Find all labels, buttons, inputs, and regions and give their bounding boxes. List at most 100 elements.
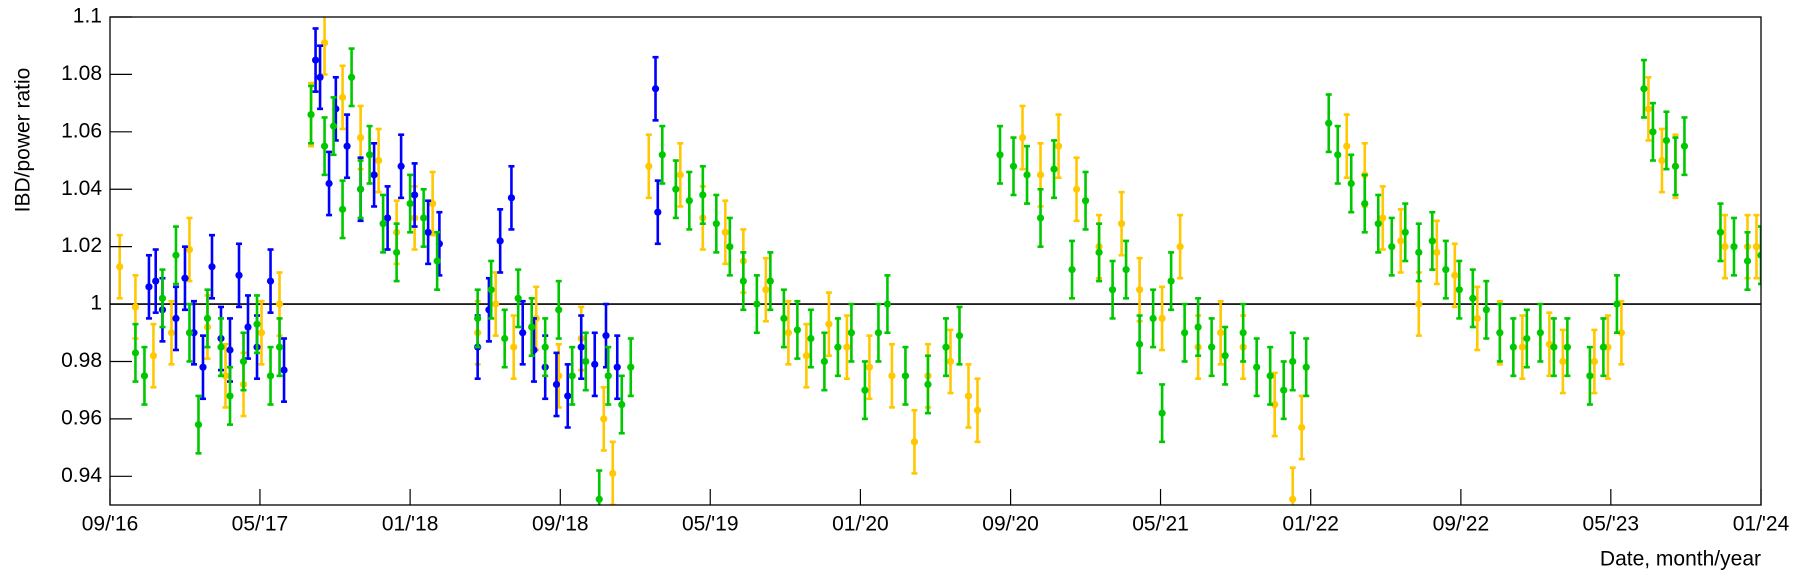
data-point <box>1108 286 1117 294</box>
x-tick-label: 01/'24 <box>1733 513 1790 536</box>
data-point <box>1068 266 1076 274</box>
data-point <box>739 277 747 285</box>
data-point <box>910 438 919 446</box>
data-point <box>217 343 225 351</box>
data-point <box>1721 243 1729 251</box>
data-point <box>1613 300 1621 308</box>
data-point <box>793 326 801 334</box>
data-point <box>1563 343 1571 351</box>
data-point <box>338 93 347 101</box>
data-point <box>1072 185 1081 193</box>
data-point <box>1135 286 1144 294</box>
data-point <box>901 372 910 380</box>
data-point <box>370 171 378 179</box>
data-point <box>116 263 124 271</box>
data-point <box>1617 329 1626 337</box>
data-point <box>1158 314 1166 323</box>
data-point <box>406 199 414 208</box>
data-point <box>1280 386 1288 394</box>
data-point <box>172 314 180 323</box>
data-point <box>356 185 365 193</box>
data-point <box>1009 162 1018 170</box>
data-point <box>1743 257 1752 265</box>
data-point <box>1054 142 1063 150</box>
data-point <box>712 220 720 228</box>
data-point <box>1135 340 1144 348</box>
data-point <box>1194 323 1202 331</box>
data-point <box>784 329 792 337</box>
data-point <box>1221 352 1229 360</box>
data-point <box>397 162 405 170</box>
data-point <box>1361 199 1369 208</box>
data-point <box>1451 271 1459 279</box>
y-axis-label: IBD/power ratio <box>12 68 35 213</box>
x-tick-label: 01/'22 <box>1282 513 1339 536</box>
data-point <box>1374 220 1382 228</box>
data-point <box>1658 156 1666 165</box>
data-point <box>595 495 603 503</box>
data-point <box>1559 357 1567 366</box>
x-tick-label: 09/'18 <box>532 513 589 536</box>
data-point <box>1442 266 1450 274</box>
data-point <box>834 343 842 351</box>
data-point <box>672 185 680 193</box>
data-point <box>1302 363 1310 371</box>
data-point <box>519 329 527 337</box>
data-point <box>316 73 324 81</box>
data-point <box>1122 266 1130 274</box>
data-point <box>1253 363 1261 371</box>
data-point <box>861 386 869 394</box>
data-point <box>658 151 666 159</box>
data-point <box>1158 409 1166 417</box>
data-point <box>1117 220 1126 228</box>
data-point <box>1266 372 1274 380</box>
y-tick-label: 1.1 <box>73 5 102 28</box>
data-point <box>973 406 982 414</box>
data-point <box>149 352 158 360</box>
data-point <box>1181 329 1189 337</box>
data-point <box>618 400 626 409</box>
data-point <box>721 228 729 236</box>
data-point <box>338 205 347 213</box>
data-point <box>140 372 149 380</box>
y-tick-label: 1.08 <box>61 62 102 85</box>
data-point <box>158 294 167 302</box>
data-point <box>807 334 815 343</box>
data-point <box>1401 228 1409 236</box>
data-point <box>604 372 612 380</box>
data-point <box>379 220 387 228</box>
data-point <box>226 346 234 354</box>
data-point <box>280 366 288 374</box>
data-point <box>1167 277 1175 285</box>
data-point <box>627 363 635 371</box>
plot-frame <box>109 16 1762 506</box>
data-point <box>602 332 610 340</box>
data-point <box>1415 248 1423 256</box>
data-point <box>1599 343 1607 351</box>
data-point <box>226 392 234 400</box>
plot-area <box>110 17 1761 505</box>
data-point <box>1397 237 1405 245</box>
data-point <box>780 314 788 323</box>
data-point <box>329 122 338 130</box>
data-point <box>820 357 828 366</box>
data-point <box>1343 142 1351 150</box>
data-point <box>244 323 252 331</box>
data-point <box>501 334 509 343</box>
data-point <box>924 380 932 389</box>
data-point <box>325 179 333 188</box>
data-point <box>1644 105 1653 113</box>
data-point <box>185 329 194 337</box>
data-point <box>181 274 189 282</box>
data-point <box>1081 197 1090 205</box>
data-point <box>1325 119 1333 127</box>
data-point <box>424 228 432 236</box>
data-point <box>374 156 383 165</box>
data-point <box>1640 85 1648 93</box>
data-point <box>1023 171 1031 179</box>
data-point <box>883 300 892 308</box>
y-tick-label: 1 <box>90 292 102 315</box>
data-point <box>552 380 561 389</box>
data-point <box>1289 495 1297 503</box>
data-point <box>964 392 973 400</box>
